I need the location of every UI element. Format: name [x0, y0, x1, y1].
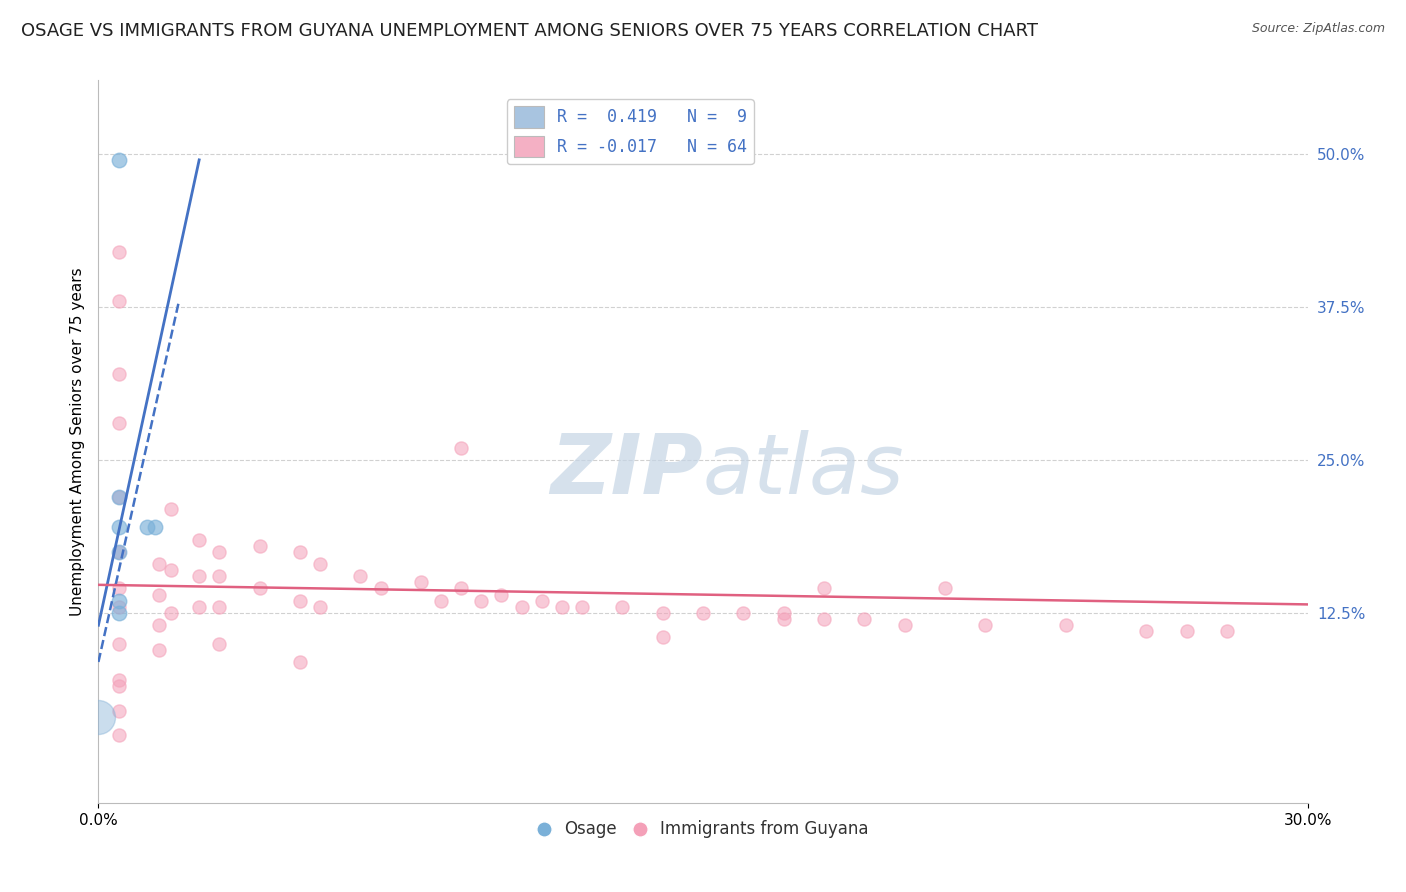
Point	[107, 545, 129, 559]
Point	[571, 599, 593, 614]
Point	[148, 618, 170, 632]
Point	[160, 502, 183, 516]
Point	[349, 569, 371, 583]
Point	[651, 631, 673, 645]
Text: atlas: atlas	[703, 430, 904, 511]
Point	[107, 680, 129, 694]
Point	[651, 606, 673, 620]
Point	[107, 545, 129, 559]
Point	[934, 582, 956, 596]
Point	[107, 520, 129, 534]
Y-axis label: Unemployment Among Seniors over 75 years: Unemployment Among Seniors over 75 years	[69, 268, 84, 615]
Point	[87, 710, 110, 724]
Point	[1175, 624, 1198, 639]
Point	[107, 606, 129, 620]
Point	[160, 563, 183, 577]
Point	[612, 599, 634, 614]
Point	[148, 642, 170, 657]
Point	[249, 582, 271, 596]
Point	[772, 606, 794, 620]
Point	[450, 582, 472, 596]
Point	[188, 569, 211, 583]
Point	[188, 599, 211, 614]
Point	[107, 582, 129, 596]
Point	[893, 618, 915, 632]
Point	[107, 637, 129, 651]
Point	[148, 557, 170, 571]
Point	[430, 593, 453, 607]
Point	[143, 520, 166, 534]
Point	[107, 293, 129, 308]
Point	[309, 557, 332, 571]
Point	[692, 606, 714, 620]
Point	[208, 569, 231, 583]
Point	[1135, 624, 1157, 639]
Point	[530, 593, 553, 607]
Point	[974, 618, 997, 632]
Point	[135, 520, 157, 534]
Point	[288, 545, 311, 559]
Point	[813, 612, 835, 626]
Point	[309, 599, 332, 614]
Text: OSAGE VS IMMIGRANTS FROM GUYANA UNEMPLOYMENT AMONG SENIORS OVER 75 YEARS CORRELA: OSAGE VS IMMIGRANTS FROM GUYANA UNEMPLOY…	[21, 22, 1038, 40]
Point	[107, 728, 129, 742]
Point	[107, 673, 129, 688]
Point	[491, 588, 513, 602]
Point	[107, 244, 129, 259]
Point	[188, 533, 211, 547]
Point	[107, 704, 129, 718]
Point	[853, 612, 876, 626]
Point	[208, 545, 231, 559]
Legend: Osage, Immigrants from Guyana: Osage, Immigrants from Guyana	[531, 814, 875, 845]
Point	[733, 606, 755, 620]
Point	[470, 593, 492, 607]
Point	[813, 582, 835, 596]
Point	[148, 588, 170, 602]
Point	[288, 593, 311, 607]
Point	[107, 153, 129, 167]
Point	[107, 490, 129, 504]
Point	[551, 599, 574, 614]
Point	[249, 539, 271, 553]
Point	[107, 490, 129, 504]
Point	[208, 637, 231, 651]
Point	[510, 599, 533, 614]
Point	[772, 612, 794, 626]
Point	[107, 416, 129, 430]
Point	[107, 599, 129, 614]
Text: Source: ZipAtlas.com: Source: ZipAtlas.com	[1251, 22, 1385, 36]
Point	[160, 606, 183, 620]
Point	[208, 599, 231, 614]
Point	[288, 655, 311, 669]
Text: ZIP: ZIP	[550, 430, 703, 511]
Point	[450, 441, 472, 455]
Point	[107, 367, 129, 381]
Point	[107, 593, 129, 607]
Point	[1216, 624, 1239, 639]
Point	[409, 575, 432, 590]
Point	[1054, 618, 1077, 632]
Point	[370, 582, 392, 596]
